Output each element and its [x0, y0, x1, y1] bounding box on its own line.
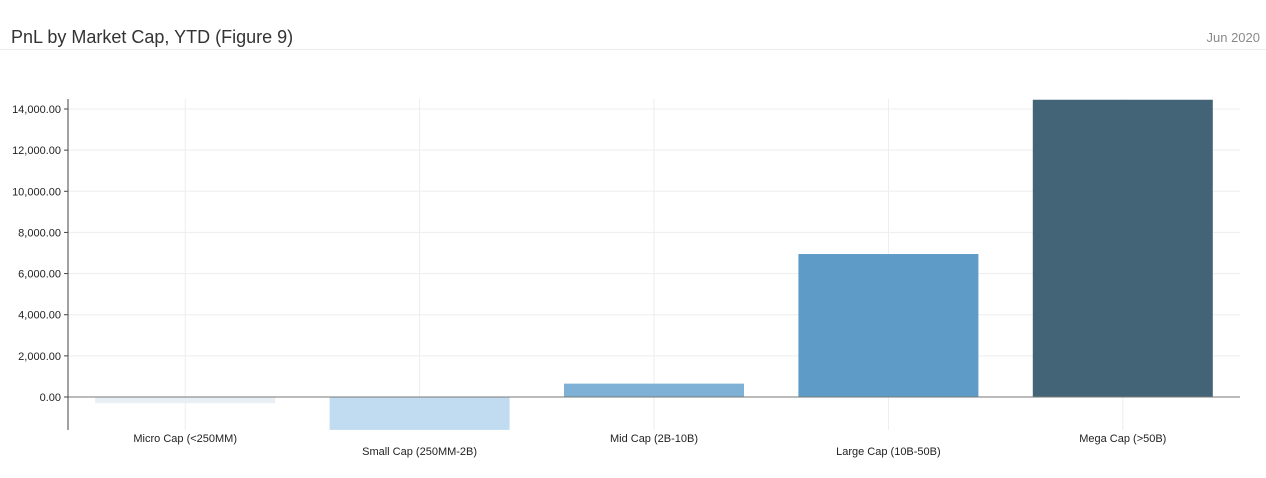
x-tick-label: Small Cap (250MM-2B): [362, 446, 477, 458]
y-tick-label: 6,000.00: [18, 269, 61, 281]
y-tick-label: 10,000.00: [12, 186, 61, 198]
bar[interactable]: [798, 254, 979, 397]
x-tick-label: Mid Cap (2B-10B): [610, 433, 698, 445]
y-tick-label: 12,000.00: [12, 145, 61, 157]
y-tick-label: 14,000.00: [12, 104, 61, 116]
chart-title: PnL by Market Cap, YTD (Figure 9): [11, 27, 294, 47]
y-tick-label: 0.00: [40, 392, 61, 404]
x-tick-label: Mega Cap (>50B): [1079, 433, 1166, 445]
bars-layer: [95, 99, 1213, 430]
chart-header: PnL by Market Cap, YTD (Figure 9) Jun 20…: [0, 0, 1266, 50]
y-tick-label: 8,000.00: [18, 227, 61, 239]
bar[interactable]: [1032, 99, 1213, 397]
axes-layer: [64, 99, 1240, 430]
bar[interactable]: [564, 383, 744, 397]
x-tick-label: Large Cap (10B-50B): [836, 446, 941, 458]
bar[interactable]: [95, 397, 276, 404]
y-tick-label: 4,000.00: [18, 310, 61, 322]
x-tick-label: Micro Cap (<250MM): [133, 433, 237, 445]
bar[interactable]: [329, 397, 510, 430]
labels-layer: 0.00 2,000.00 4,000.00 6,000.00 8,000.00 10,0…: [12, 104, 1166, 458]
chart-date: Jun 2020: [1206, 30, 1261, 45]
y-tick-label: 2,000.00: [18, 351, 61, 363]
